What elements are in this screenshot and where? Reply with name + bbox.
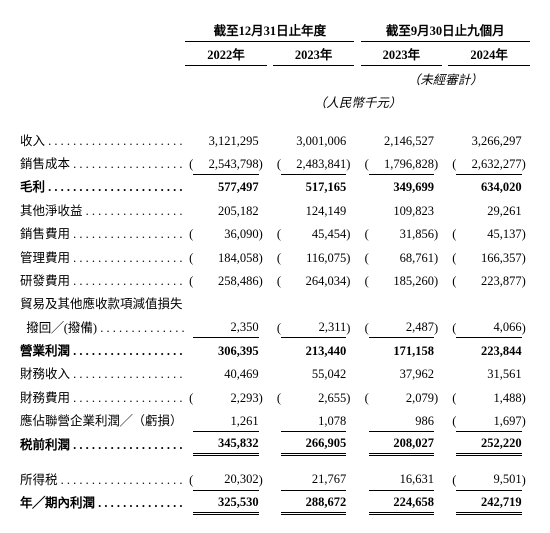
cell-value: 517,165 <box>281 174 346 197</box>
row-label: 毛利 <box>20 174 185 197</box>
cell-value: 171,158 <box>369 338 434 361</box>
cell-value: 266,905 <box>281 431 346 454</box>
cell-value: 45,137 <box>456 221 521 244</box>
row-label: 所得税 <box>20 467 185 490</box>
cell-value: 3,266,297 <box>456 128 521 151</box>
cell-value: 264,034 <box>281 268 346 291</box>
cell-value: 634,020 <box>456 174 521 197</box>
cell-value: 116,075 <box>281 244 346 267</box>
cell-value: 31,561 <box>456 361 521 384</box>
income-statement-table: 截至12月31日止年度截至9月30日止九個月2022年2023年2023年202… <box>20 18 530 515</box>
cell-value: 2,632,277 <box>456 151 521 174</box>
cell-value: 1,488 <box>456 385 521 408</box>
row-label: 銷售費用 <box>20 221 185 244</box>
cell-value: 37,962 <box>369 361 434 384</box>
cell-value: 2,543,798 <box>193 151 258 174</box>
cell-value: 29,261 <box>456 198 521 221</box>
cell-value: 306,395 <box>193 338 258 361</box>
row-label: 銷售成本 <box>20 151 185 174</box>
cell-value: 55,042 <box>281 361 346 384</box>
cell-value: 242,719 <box>456 490 521 513</box>
cell-value: 124,149 <box>281 198 346 221</box>
cell-value: 1,796,828 <box>369 151 434 174</box>
cell-value: 224,658 <box>369 490 434 513</box>
cell-value: 223,844 <box>456 338 521 361</box>
row-label: 營業利潤 <box>20 338 185 361</box>
row-label: 税前利潤 <box>20 431 185 454</box>
row-label: 年╱期內利潤 <box>20 490 185 513</box>
cell-value: 68,761 <box>369 244 434 267</box>
header-year: 2022年 <box>185 42 267 66</box>
row-label: 收入 <box>20 128 185 151</box>
cell-value: 2,655 <box>281 385 346 408</box>
cell-value: 205,182 <box>193 198 258 221</box>
row-label: 財務收入 <box>20 361 185 384</box>
row-label: 應佔聯營企業利潤╱（虧損） <box>20 408 185 431</box>
header-unit: （人民幣千元） <box>185 90 530 113</box>
row-label: 管理費用 <box>20 244 185 267</box>
cell-value: 31,856 <box>369 221 434 244</box>
cell-value: 345,832 <box>193 431 258 454</box>
cell-value: 2,293 <box>193 385 258 408</box>
header-year: 2024年 <box>448 42 530 66</box>
cell-value: 349,699 <box>369 174 434 197</box>
cell-value: 2,350 <box>193 315 258 338</box>
header-year: 2023年 <box>273 42 355 66</box>
cell-value: 109,823 <box>369 198 434 221</box>
cell-value: 2,487 <box>369 315 434 338</box>
cell-value: 288,672 <box>281 490 346 513</box>
cell-value: 16,631 <box>369 467 434 490</box>
cell-value: 4,066 <box>456 315 521 338</box>
header-unaudited: （未經審計） <box>361 66 530 90</box>
cell-value: 2,483,841 <box>281 151 346 174</box>
row-label: 財務費用 <box>20 385 185 408</box>
cell-value: 1,697 <box>456 408 521 431</box>
row-label: 貿易及其他應收款項減值損失 <box>20 291 185 314</box>
cell-value: 166,357 <box>456 244 521 267</box>
cell-value: 1,261 <box>193 408 258 431</box>
cell-value: 986 <box>369 408 434 431</box>
cell-value: 2,311 <box>281 315 346 338</box>
cell-value: 185,260 <box>369 268 434 291</box>
cell-value: 252,220 <box>456 431 521 454</box>
cell-value: 258,486 <box>193 268 258 291</box>
cell-value: 3,001,006 <box>281 128 346 151</box>
cell-value: 9,501 <box>456 467 521 490</box>
cell-value: 20,302 <box>193 467 258 490</box>
header-year: 2023年 <box>361 42 443 66</box>
cell-value: 1,078 <box>281 408 346 431</box>
cell-value: 40,469 <box>193 361 258 384</box>
cell-value: 2,079 <box>369 385 434 408</box>
header-group-fy: 截至12月31日止年度 <box>185 18 354 42</box>
cell-value: 325,530 <box>193 490 258 513</box>
row-label: 撥回╱(撥備) <box>20 315 185 338</box>
cell-value: 3,121,295 <box>193 128 258 151</box>
cell-value: 213,440 <box>281 338 346 361</box>
row-label: 研發費用 <box>20 268 185 291</box>
cell-value: 208,027 <box>369 431 434 454</box>
row-label: 其他淨收益 <box>20 198 185 221</box>
cell-value: 577,497 <box>193 174 258 197</box>
cell-value: 45,454 <box>281 221 346 244</box>
cell-value: 21,767 <box>281 467 346 490</box>
cell-value: 223,877 <box>456 268 521 291</box>
cell-value: 36,090 <box>193 221 258 244</box>
cell-value: 2,146,527 <box>369 128 434 151</box>
header-group-9m: 截至9月30日止九個月 <box>361 18 530 42</box>
cell-value: 184,058 <box>193 244 258 267</box>
